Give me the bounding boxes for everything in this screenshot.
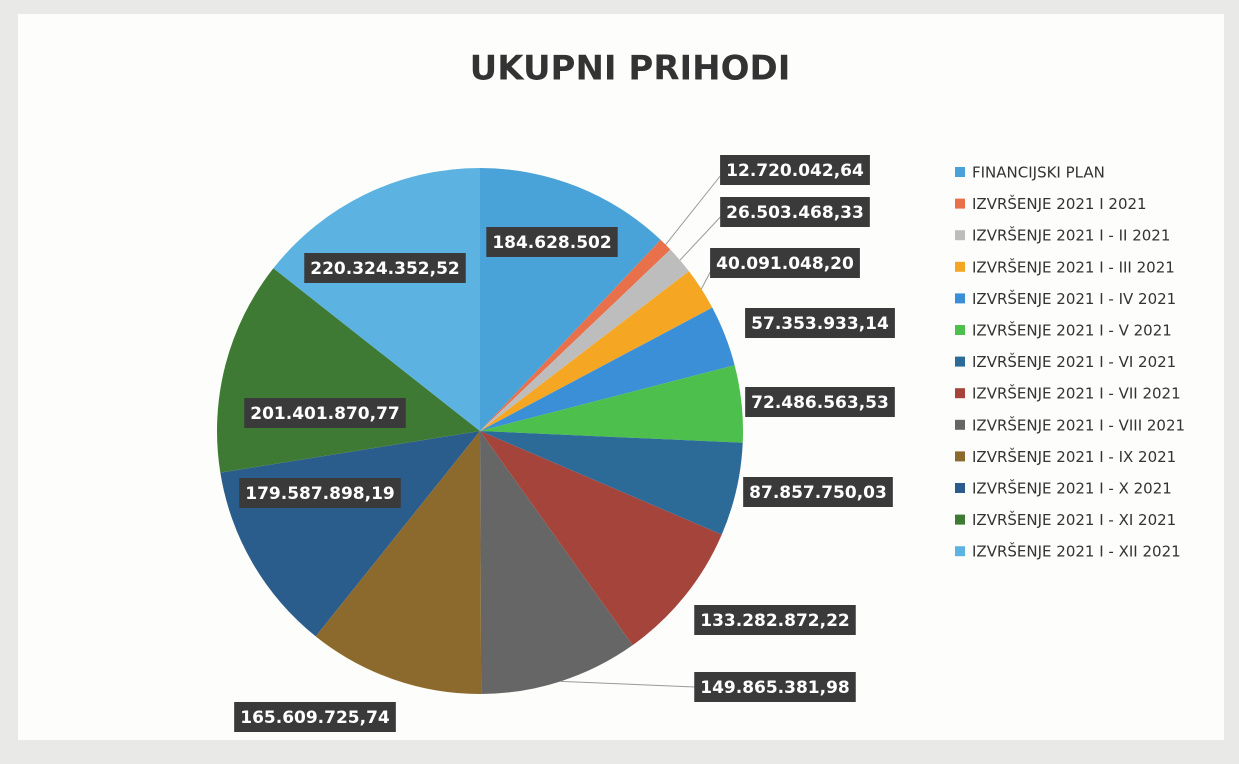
data-label: 87.857.750,03 [749,483,887,503]
data-label-box [304,253,466,283]
data-label: 184.628.502 [492,233,611,253]
legend-label: IZVRŠENJE 2021 I - VII 2021 [972,384,1181,403]
legend-label: IZVRŠENJE 2021 I 2021 [972,194,1147,213]
data-label-box [239,478,401,508]
legend-label: IZVRŠENJE 2021 I - IX 2021 [972,447,1176,466]
legend-swatch [955,546,965,557]
leader-line [679,211,726,261]
pie-slice [480,271,713,431]
leader-line [665,169,726,245]
data-label: 165.609.725,74 [240,708,390,728]
data-label-box [694,605,856,635]
legend-label: IZVRŠENJE 2021 I - VIII 2021 [972,415,1185,434]
legend-label: IZVRŠENJE 2021 I - VI 2021 [972,352,1176,371]
data-label-box [234,702,396,732]
legend-label: IZVRŠENJE 2021 I - XI 2021 [972,510,1176,529]
legend-swatch [955,325,965,335]
data-label: 40.091.048,20 [716,254,854,274]
legend-swatch [955,261,965,272]
legend-swatch [955,388,965,399]
data-label: 133.282.872,22 [700,611,850,631]
legend-label: IZVRŠENJE 2021 I - III 2021 [972,257,1175,276]
pie-slice [480,365,743,443]
data-label: 179.587.898,19 [245,484,395,504]
legend-swatch [955,167,965,177]
data-label-box [486,227,618,257]
legend-label: IZVRŠENJE 2021 I - V 2021 [972,321,1172,340]
data-label-box [720,197,870,227]
pie-slice [480,431,633,694]
data-label: 72.486.563,53 [751,393,889,413]
pie-slice [273,168,480,431]
legend-label: FINANCIJSKI PLAN [972,164,1105,182]
legend-label: IZVRŠENJE 2021 I - II 2021 [972,226,1170,245]
pie-slice [315,431,482,694]
data-label-box [745,308,895,338]
data-label-box [745,387,895,417]
chart-title: UKUPNI PRIHODI [470,49,791,89]
legend-label: IZVRŠENJE 2021 I - IV 2021 [972,289,1176,308]
data-label: 149.865.381,98 [700,678,850,698]
legend-label: IZVRŠENJE 2021 I - X 2021 [972,479,1172,498]
legend-swatch [955,483,965,493]
pie-slice [480,249,689,431]
data-label: 57.353.933,14 [751,314,889,334]
data-label-box [694,672,856,702]
leader-line [560,680,696,688]
data-label-box [244,398,406,428]
legend-swatch [955,451,965,462]
pie-slice [480,431,722,646]
pie-slice [480,307,735,431]
data-label-box [710,248,860,278]
pie-slice [480,431,743,535]
pie-slice [480,239,671,431]
data-label: 12.720.042,64 [726,161,864,181]
legend-swatch [955,230,965,241]
legend-swatch [955,293,965,304]
data-label: 220.324.352,52 [310,259,460,279]
legend-swatch [955,356,965,367]
data-label-box [743,477,893,507]
legend-swatch [955,514,965,525]
legend-label: IZVRŠENJE 2021 I - XII 2021 [972,542,1181,561]
data-label: 201.401.870,77 [250,404,400,424]
data-label: 26.503.468,33 [726,203,864,223]
legend-swatch [955,419,965,430]
data-label-box [720,155,870,185]
legend-swatch [955,198,965,209]
